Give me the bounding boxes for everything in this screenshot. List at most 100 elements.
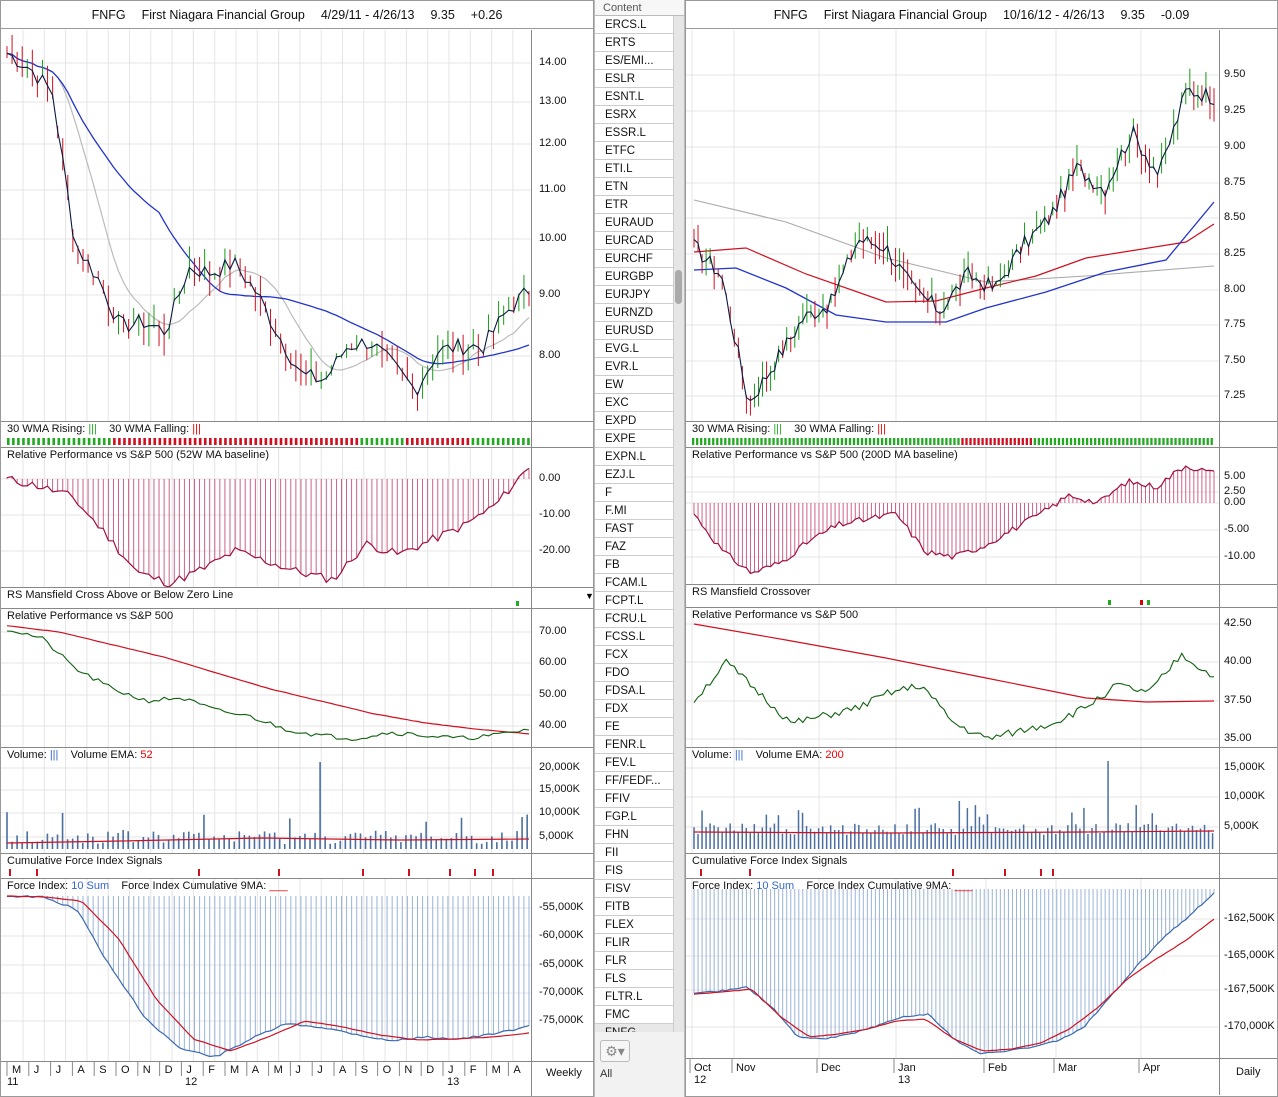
symbol-list-item[interactable]: ETFC [595,142,673,160]
symbol-list-item[interactable]: FF/FEDF... [595,772,673,790]
wma-bar [860,438,864,445]
period-label[interactable]: Daily [1236,1066,1261,1078]
symbol-list-item[interactable]: FLIR [595,934,673,952]
tick-label: 50.00 [539,688,567,700]
symbol-list-item[interactable]: ESSR.L [595,124,673,142]
symbol-list-item[interactable]: FAST [595,520,673,538]
x-year-label: 12 [694,1074,706,1086]
symbol-list-item[interactable]: ETN [595,178,673,196]
wma-bar [47,438,50,445]
symbol-list-item[interactable]: EZJ.L [595,466,673,484]
period-label[interactable]: Weekly [546,1067,582,1079]
wma-bar [973,438,976,445]
wma-bar [254,438,258,445]
dropdown-arrow-icon[interactable]: ▼ [585,591,593,601]
symbol-list-item[interactable]: FGP.L [595,808,673,826]
symbol-list[interactable]: Content ERCS.L ERTS ES/EMI... ESLR ESNT.L ESR… [594,0,685,1097]
weekly-chart-panel[interactable]: FNFG First Niagara Financial Group 4/29/11… [0,0,594,1097]
symbol-list-item[interactable]: FISV [595,880,673,898]
symbol-list-item[interactable]: EXC [595,394,673,412]
rp-sp500-pane: Relative Performance vs S&P 500 42.50 40.… [686,608,1277,748]
x-tick-label: N [404,1064,412,1076]
symbol-list-item[interactable]: FCPT.L [595,592,673,610]
wma-bar [7,438,10,445]
list-filter-all[interactable]: All [600,1068,613,1080]
symbol-list-item[interactable]: F [595,484,673,502]
symbol-list-item[interactable]: FEV.L [595,754,673,772]
symbol-list-item[interactable]: ETR [595,196,673,214]
cfi-plot [700,869,1054,876]
symbol-list-item[interactable]: EVR.L [595,358,673,376]
symbol-list-item[interactable]: FDX [595,700,673,718]
rp2-ma-line [693,623,1215,703]
symbol-list-item[interactable]: ES/EMI... [595,52,673,70]
volume-ema-line [693,830,1215,834]
symbol-list-item[interactable]: EW [595,376,673,394]
symbol-list-item[interactable]: FLEX [595,916,673,934]
symbol-list-item[interactable]: FB [595,556,673,574]
symbol-list-item[interactable]: FMC [595,1006,673,1024]
symbol-items[interactable]: ERCS.L ERTS ES/EMI... ESLR ESNT.L ESRX ESSR.L E… [595,16,673,1032]
wma-bar [784,438,787,445]
symbol-list-item[interactable]: EURCHF [595,250,673,268]
scrollbar-thumb[interactable] [675,270,682,304]
symbol-list-item[interactable]: FLTR.L [595,988,673,1006]
symbol-list-item[interactable]: ERCS.L [595,16,673,34]
symbol-list-item[interactable]: FLS [595,970,673,988]
symbol-list-item[interactable]: ERTS [595,34,673,52]
symbol-list-item[interactable]: FENR.L [595,736,673,754]
symbol-list-item[interactable]: FCX [595,646,673,664]
wma-bar [1138,438,1141,445]
wma-bar [888,438,892,445]
symbol-list-item[interactable]: EURGBP [595,268,673,286]
wma-bar [335,438,338,445]
symbol-list-item[interactable]: FDO [595,664,673,682]
symbol-list-item[interactable]: FITB [595,898,673,916]
wma-bar [481,438,485,445]
symbol-list-item[interactable]: ESLR [595,70,673,88]
wma-bar [1142,438,1145,445]
wma-bar [173,438,177,445]
symbol-list-item[interactable]: ESRX [595,106,673,124]
volume-pane: Volume: ||| Volume EMA: 52 20,000K 15,000… [1,748,593,854]
tick-label: 8.25 [1224,247,1246,259]
symbol-list-item[interactable]: FHN [595,826,673,844]
symbol-list-item[interactable]: EVG.L [595,340,673,358]
symbol-list-item[interactable]: FIS [595,862,673,880]
symbol-list-item[interactable]: FCSS.L [595,628,673,646]
cfi-signal [9,869,11,876]
symbol-list-item[interactable]: FCAM.L [595,574,673,592]
symbol-list-item[interactable]: ESNT.L [595,88,673,106]
symbol-list-item[interactable]: FCRU.L [595,610,673,628]
symbol-list-item[interactable]: FDSA.L [595,682,673,700]
symbol-list-item[interactable]: F.MI [595,502,673,520]
symbol-list-item[interactable]: EURCAD [595,232,673,250]
symbol-list-item[interactable]: EXPN.L [595,448,673,466]
x-tick-label: Oct [694,1062,711,1074]
symbol-list-item[interactable]: FE [595,718,673,736]
symbol-list-item[interactable]: FFIV [595,790,673,808]
symbol-list-item[interactable]: EURAUD [595,214,673,232]
price-pane[interactable]: 9.50 9.25 9.00 8.75 8.50 8.25 8.00 7.75 7.50 7.25 [686,30,1277,422]
symbol-list-item[interactable]: ETI.L [595,160,673,178]
wma-bar [395,438,399,445]
wma-bar [57,438,61,445]
gear-icon[interactable]: ⚙▾ [600,1040,630,1062]
daily-chart-panel[interactable]: FNFG First Niagara Financial Group 10/16/1… [685,0,1278,1097]
symbol-list-item[interactable]: EXPD [595,412,673,430]
price-pane[interactable]: 14.00 13.00 12.00 11.00 10.00 9.00 8.00 [1,30,593,422]
symbol-list-item[interactable]: FNFG [595,1024,673,1032]
tick-label: -55,000K [539,901,584,913]
symbol-list-item[interactable]: FLR [595,952,673,970]
cfi-label: Cumulative Force Index Signals [7,855,163,867]
symbol-list-item[interactable]: EXPE [595,430,673,448]
symbol-list-item[interactable]: EURUSD [595,322,673,340]
wma-bar [385,438,389,445]
tick-label: -70,000K [539,986,584,998]
wma-bar [1146,438,1149,445]
symbol-list-item[interactable]: FII [595,844,673,862]
list-scrollbar[interactable] [673,16,684,1032]
symbol-list-item[interactable]: FAZ [595,538,673,556]
symbol-list-item[interactable]: EURJPY [595,286,673,304]
symbol-list-item[interactable]: EURNZD [595,304,673,322]
